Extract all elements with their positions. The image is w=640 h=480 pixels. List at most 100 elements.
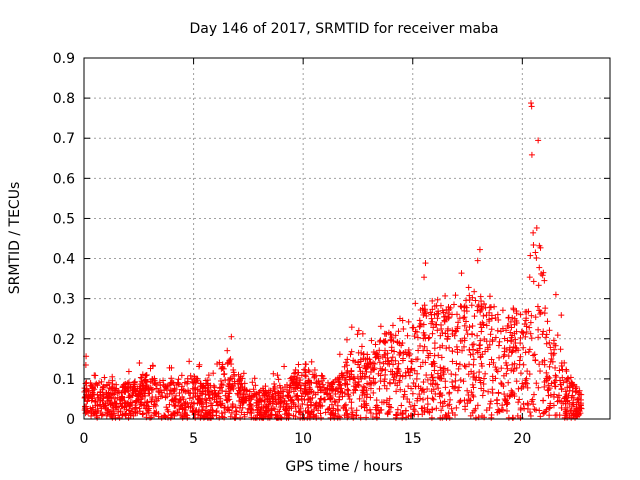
scatter-point — [523, 380, 530, 387]
scatter-point — [213, 393, 220, 400]
scatter-point — [483, 407, 490, 414]
scatter-point — [125, 379, 132, 386]
scatter-point — [517, 311, 524, 318]
scatter-point — [278, 399, 285, 406]
scatter-point — [133, 404, 140, 411]
scatter-point — [373, 397, 380, 404]
scatter-point — [181, 379, 188, 386]
scatter-point — [537, 309, 544, 316]
scatter-point — [478, 385, 485, 392]
scatter-point — [352, 387, 359, 394]
scatter-point — [227, 386, 234, 393]
scatter-point — [225, 393, 232, 400]
scatter-point — [371, 364, 378, 371]
scatter-point — [469, 331, 476, 338]
scatter-point — [282, 406, 289, 413]
scatter-point — [270, 370, 277, 377]
scatter-point — [447, 396, 454, 403]
scatter-point — [180, 413, 187, 420]
scatter-point — [306, 409, 313, 416]
scatter-point — [175, 399, 182, 406]
scatter-point — [513, 308, 520, 315]
scatter-point — [570, 381, 577, 388]
scatter-point — [417, 342, 424, 349]
scatter-point — [417, 395, 424, 402]
scatter-point — [515, 399, 522, 406]
scatter-point — [153, 385, 160, 392]
scatter-point — [522, 349, 529, 356]
scatter-point — [522, 308, 529, 315]
scatter-point — [168, 364, 175, 371]
scatter-point — [570, 411, 577, 418]
scatter-point — [501, 396, 508, 403]
scatter-point — [404, 332, 411, 339]
scatter-point — [536, 407, 543, 414]
scatter-point — [330, 405, 337, 412]
scatter-point — [435, 385, 442, 392]
scatter-point — [260, 404, 267, 411]
scatter-point — [523, 375, 530, 382]
scatter-point — [449, 327, 456, 334]
scatter-point — [197, 399, 204, 406]
scatter-point — [140, 410, 147, 417]
scatter-point — [546, 327, 553, 334]
scatter-point — [492, 334, 499, 341]
scatter-point — [567, 374, 574, 381]
scatter-point — [194, 400, 201, 407]
scatter-point — [480, 312, 487, 319]
scatter-point — [315, 403, 322, 410]
scatter-point — [431, 340, 438, 347]
scatter-point — [379, 354, 386, 361]
scatter-point — [517, 370, 524, 377]
scatter-point — [235, 384, 242, 391]
scatter-point — [431, 345, 438, 352]
scatter-point — [328, 401, 335, 408]
scatter-point — [304, 408, 311, 415]
scatter-point — [205, 409, 212, 416]
scatter-point — [498, 380, 505, 387]
scatter-point — [481, 300, 488, 307]
scatter-point — [110, 391, 117, 398]
scatter-point — [224, 404, 231, 411]
scatter-point — [488, 326, 495, 333]
scatter-point — [552, 364, 559, 371]
scatter-point — [288, 396, 295, 403]
scatter-point — [206, 395, 213, 402]
scatter-point — [162, 394, 169, 401]
scatter-point — [377, 323, 384, 330]
scatter-point — [535, 137, 542, 144]
scatter-point — [472, 414, 479, 421]
scatter-point — [472, 405, 479, 412]
scatter-point — [94, 407, 101, 414]
scatter-point — [503, 327, 510, 334]
scatter-point — [572, 385, 579, 392]
scatter-point — [264, 395, 271, 402]
scatter-point — [488, 414, 495, 421]
x-tick-label: 15 — [404, 431, 422, 447]
scatter-point — [481, 336, 488, 343]
scatter-point — [297, 409, 304, 416]
scatter-point — [496, 408, 503, 415]
scatter-point — [432, 390, 439, 397]
scatter-point — [442, 313, 449, 320]
scatter-point — [448, 311, 455, 318]
scatter-point — [196, 363, 203, 370]
scatter-point — [442, 411, 449, 418]
scatter-point — [420, 347, 427, 354]
scatter-point — [217, 395, 224, 402]
scatter-point — [428, 311, 435, 318]
scatter-point — [489, 336, 496, 343]
scatter-point — [172, 409, 179, 416]
scatter-point — [486, 341, 493, 348]
scatter-point — [482, 370, 489, 377]
scatter-point — [348, 348, 355, 355]
scatter-point — [511, 393, 518, 400]
scatter-point — [353, 407, 360, 414]
scatter-point — [90, 391, 97, 398]
scatter-point — [372, 341, 379, 348]
scatter-point — [310, 389, 317, 396]
scatter-point — [504, 392, 511, 399]
scatter-point — [429, 330, 436, 337]
scatter-point — [520, 344, 527, 351]
scatter-point — [211, 384, 218, 391]
